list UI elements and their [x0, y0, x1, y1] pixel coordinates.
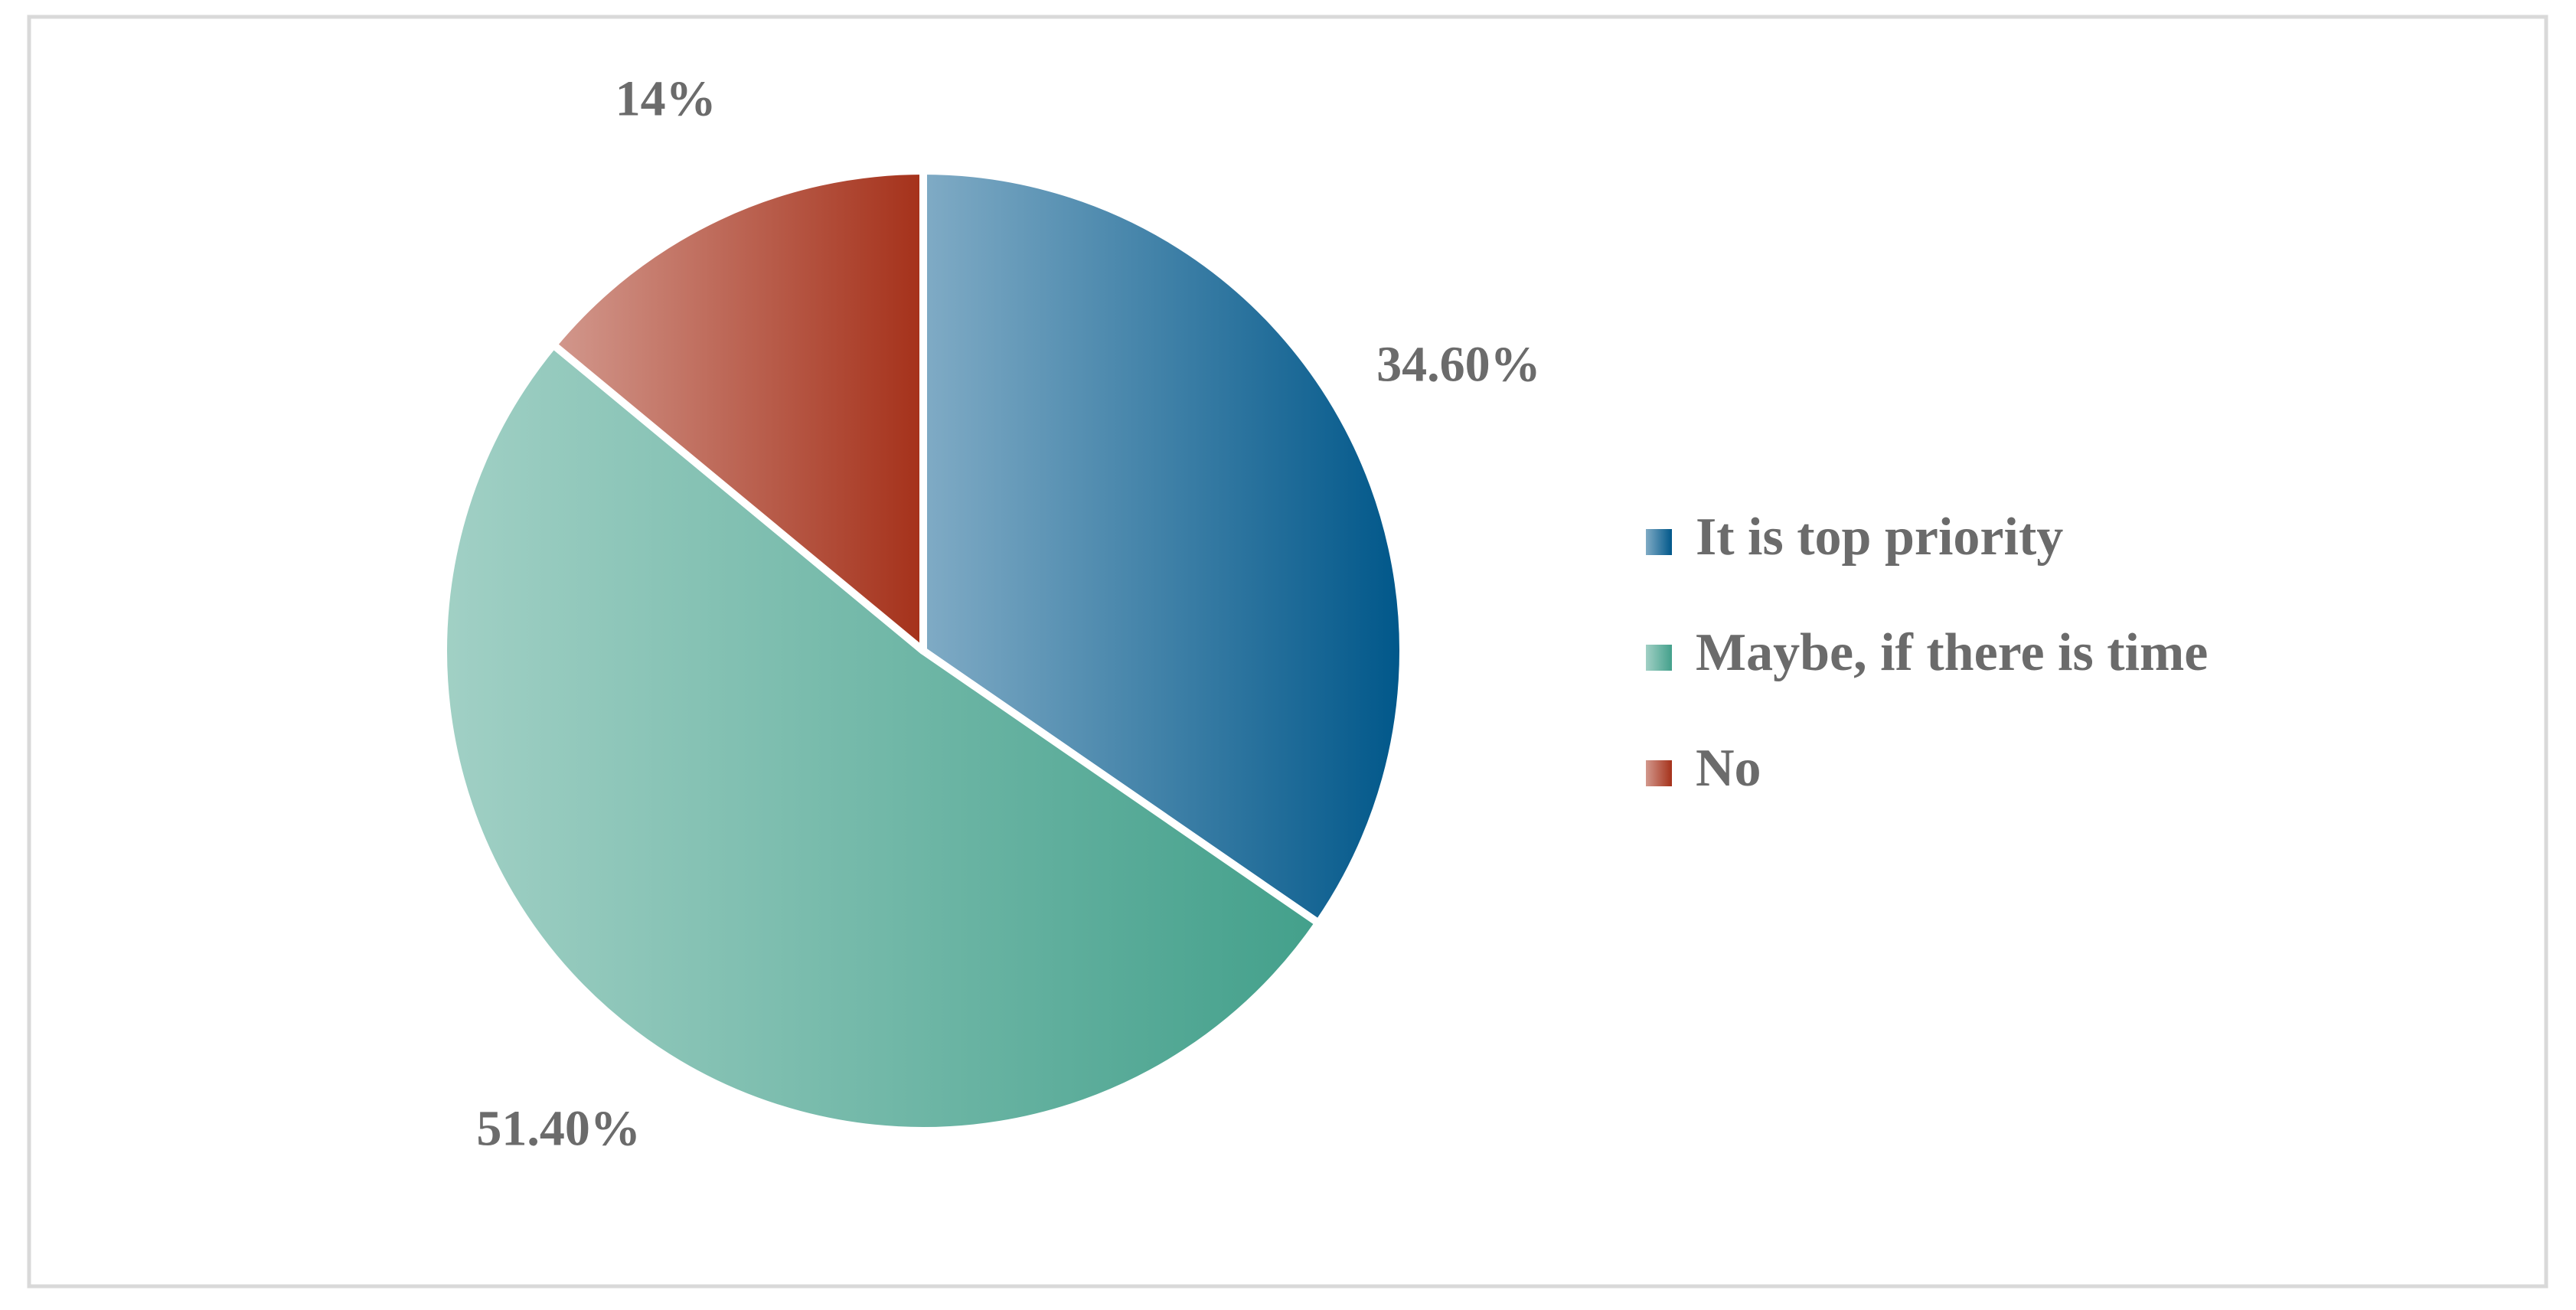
- pie-slice: [919, 167, 1407, 927]
- legend-swatch: [1646, 645, 1672, 671]
- legend-label: No: [1696, 739, 1761, 798]
- legend-label: It is top priority: [1696, 508, 2063, 567]
- pie-slice: [439, 341, 1323, 1135]
- legend-swatch: [1646, 760, 1672, 786]
- legend-label: Maybe, if there is time: [1696, 623, 2208, 682]
- legend-swatch: [1646, 529, 1672, 555]
- data-label: 34.60%: [1376, 337, 1541, 393]
- data-label: 14%: [615, 70, 717, 126]
- data-label: 51.40%: [476, 1100, 641, 1156]
- pie-slice: [549, 167, 927, 655]
